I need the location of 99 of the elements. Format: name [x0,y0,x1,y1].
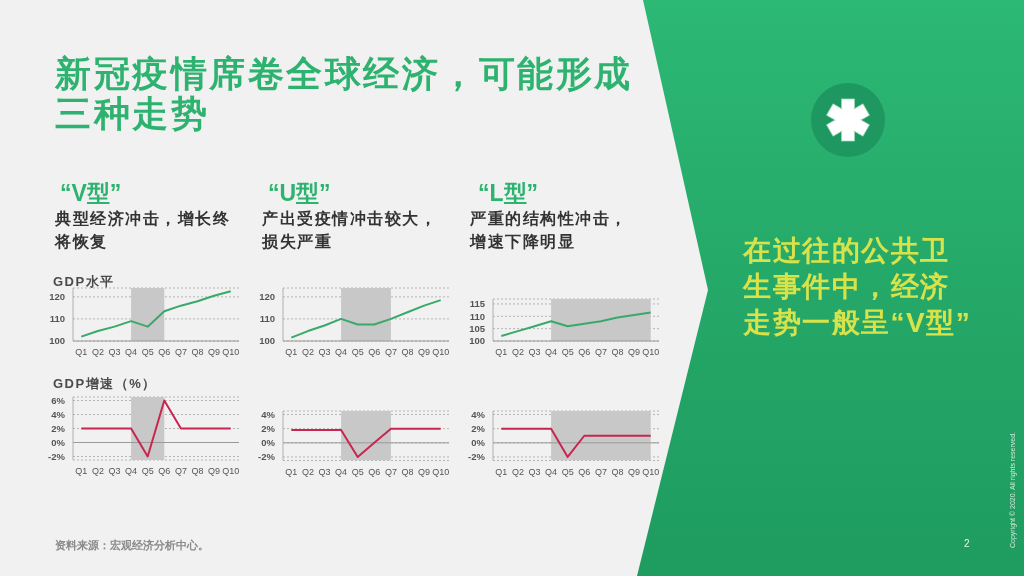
y-tick-label: 120 [49,291,65,303]
x-tick-label: Q3 [528,347,541,358]
y-tick-label: 2% [471,422,486,434]
x-tick-label: Q7 [174,347,187,358]
line-series [290,299,442,339]
chart-subtitle: 典型经济冲击，增长终将恢复 [55,209,231,252]
chart-subtitle: 产出受疫情冲击较大，损失严重 [262,209,438,252]
y-tick-label: -2% [258,450,276,462]
y-tick-label: 0% [51,436,66,448]
text: 2 [964,538,970,549]
x-tick-label: Q9 [208,466,221,477]
chart-title: “V型” [60,179,122,208]
x-tick-label: Q6 [368,466,381,477]
x-tick-label: Q1 [495,347,508,358]
x-tick-label: Q9 [418,347,431,358]
x-tick-label: Q3 [108,347,121,358]
chart-title: “L型” [478,179,539,208]
y-tick-label: 100 [259,335,275,347]
y-tick-label: 4% [261,408,276,420]
x-tick-label: Q8 [401,466,414,477]
line-series [290,427,442,458]
x-tick-label: Q10 [432,347,450,358]
x-tick-label: Q7 [384,347,397,358]
y-tick-label: 6% [51,394,66,406]
x-tick-label: Q4 [335,347,348,358]
x-tick-label: Q7 [594,347,607,358]
x-tick-label: Q5 [351,347,364,358]
x-tick-label: Q6 [578,347,591,358]
x-tick-label: Q10 [432,466,450,477]
y-tick-label: 0% [471,436,486,448]
x-tick-label: Q2 [301,347,314,358]
x-tick-label: Q7 [594,466,607,477]
y-tick-label: 0% [261,436,276,448]
x-tick-label: Q4 [335,466,348,477]
x-tick-label: Q8 [191,466,204,477]
x-tick-label: Q5 [141,466,154,477]
x-tick-label: Q1 [75,466,88,477]
x-tick-label: Q9 [628,347,641,358]
y-tick-label: 100 [469,335,485,347]
x-tick-label: Q6 [368,347,381,358]
y-tick-label: 4% [471,408,486,420]
x-tick-label: Q3 [528,466,541,477]
line-series [80,290,232,338]
y-axis-title: GDP增速（%） [53,375,157,393]
y-tick-label: 115 [469,298,486,310]
y-tick-label: 110 [49,313,65,325]
x-tick-label: Q6 [578,466,591,477]
x-tick-label: Q1 [75,347,88,358]
text: 新冠疫情席卷全球经济，可能形成三种走势 [55,53,634,134]
y-tick-label: -2% [48,450,66,462]
x-tick-label: Q3 [318,466,331,477]
x-tick-label: Q10 [222,466,240,477]
x-tick-label: Q7 [384,466,397,477]
y-tick-label: 110 [259,313,275,325]
y-tick-label: 2% [261,422,276,434]
x-tick-label: Q4 [125,466,138,477]
x-tick-label: Q1 [285,466,298,477]
x-tick-label: Q9 [208,347,221,358]
x-tick-label: Q5 [351,466,364,477]
x-tick-label: Q5 [561,347,574,358]
y-tick-label: 105 [469,323,486,335]
x-tick-label: Q8 [191,347,204,358]
x-tick-label: Q6 [158,466,171,477]
x-tick-label: Q10 [642,466,660,477]
text: 在过往的公共卫生事件中，经济走势一般呈“V型” [743,234,973,340]
x-tick-label: Q7 [174,466,187,477]
x-tick-label: Q9 [418,466,431,477]
x-tick-label: Q5 [141,347,154,358]
x-tick-label: Q1 [285,347,298,358]
line-series [500,311,652,338]
x-tick-label: Q2 [511,466,524,477]
y-tick-label: -2% [468,450,486,462]
x-tick-label: Q8 [401,347,414,358]
x-tick-label: Q8 [611,466,624,477]
y-tick-label: 2% [51,422,66,434]
x-tick-label: Q4 [545,347,558,358]
y-tick-label: 100 [49,335,65,347]
chart-subtitle: 严重的结构性冲击，增速下降明显 [470,209,629,252]
text: 资料来源：宏观经济分析中心。 [55,538,209,553]
x-tick-label: Q8 [611,347,624,358]
x-tick-label: Q10 [642,347,660,358]
x-tick-label: Q2 [511,347,524,358]
x-tick-label: Q3 [318,347,331,358]
y-axis-title: GDP水平 [53,273,115,291]
x-tick-label: Q2 [301,466,314,477]
chart-title: “U型” [268,179,331,208]
y-tick-label: 110 [469,310,485,322]
x-tick-label: Q4 [545,466,558,477]
y-tick-label: 120 [259,291,275,303]
x-tick-label: Q10 [222,347,240,358]
x-tick-label: Q5 [561,466,574,477]
x-tick-label: Q3 [108,466,121,477]
x-tick-label: Q9 [628,466,641,477]
y-tick-label: 4% [51,408,66,420]
x-tick-label: Q4 [125,347,138,358]
x-tick-label: Q6 [158,347,171,358]
x-tick-label: Q2 [91,347,104,358]
x-tick-label: Q2 [91,466,104,477]
x-tick-label: Q1 [495,466,508,477]
